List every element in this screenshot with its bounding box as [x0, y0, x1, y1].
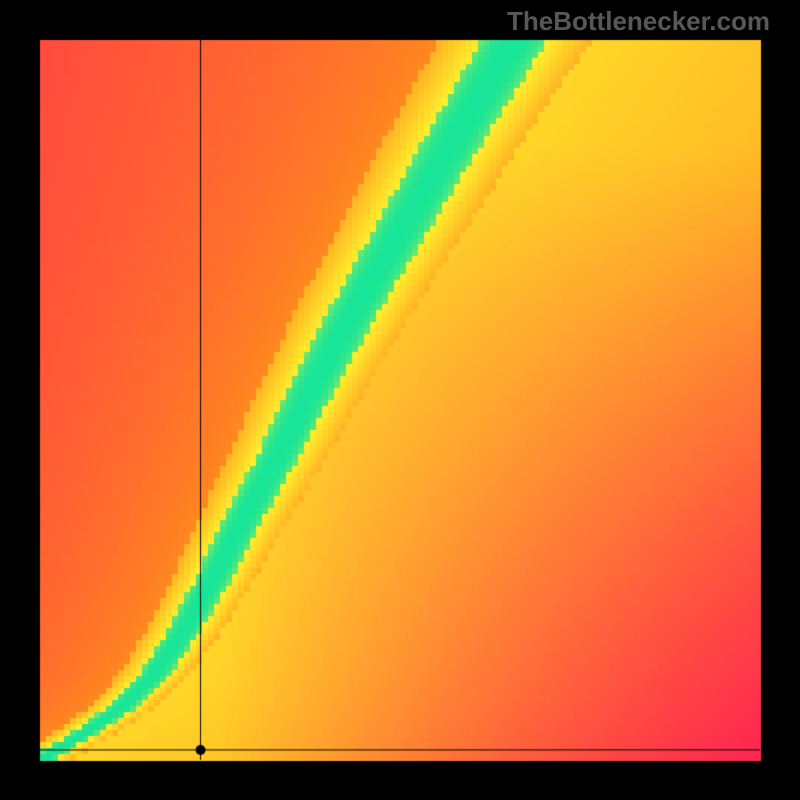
chart-container: TheBottlenecker.com [0, 0, 800, 800]
watermark-text: TheBottlenecker.com [507, 6, 770, 37]
heatmap-canvas [0, 0, 800, 800]
